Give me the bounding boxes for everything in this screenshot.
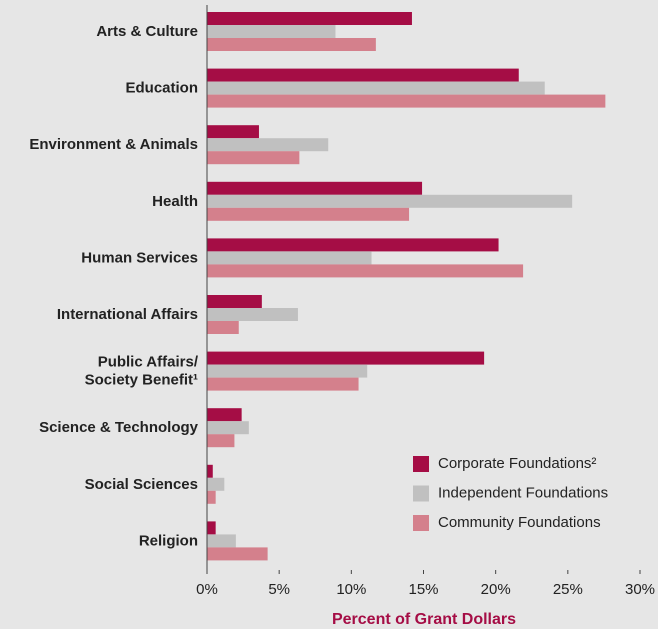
x-axis-label: Percent of Grant Dollars [332, 611, 516, 628]
bar [207, 321, 239, 334]
x-tick-label: 10% [336, 581, 366, 598]
bar [207, 377, 359, 391]
bar [207, 194, 573, 208]
x-tick-label: 20% [481, 581, 511, 598]
bar [207, 434, 235, 448]
bar [207, 238, 499, 252]
bar [207, 68, 519, 82]
x-tick-label: 30% [625, 581, 655, 598]
bar [207, 81, 545, 95]
bar [207, 38, 376, 51]
bar [207, 421, 249, 435]
bar [207, 364, 368, 378]
bar [207, 308, 298, 321]
y-tick-label: Science & Technology [39, 419, 199, 436]
x-tick-label: 15% [408, 581, 438, 598]
bar [207, 464, 213, 478]
bar [207, 547, 268, 561]
legend-swatch [413, 515, 429, 531]
bar [207, 534, 236, 548]
x-tick-label: 25% [553, 581, 583, 598]
bar [207, 138, 329, 152]
x-tick-label: 5% [268, 581, 290, 598]
y-tick-label: Public Affairs/Society Benefit¹ [85, 354, 199, 389]
bar [207, 12, 412, 25]
bar [207, 25, 336, 38]
legend-label: Community Foundations [438, 514, 601, 531]
y-tick-label: Religion [139, 532, 198, 549]
bar [207, 207, 410, 221]
bar [207, 251, 372, 265]
x-tick-label: 0% [196, 581, 218, 598]
bar [207, 181, 423, 195]
bar [207, 351, 485, 365]
bar [207, 264, 524, 278]
bar [207, 477, 225, 491]
bar [207, 125, 259, 139]
legend-label: Independent Foundations [438, 484, 608, 501]
bar [207, 490, 216, 504]
y-tick-label: Arts & Culture [96, 23, 198, 40]
y-tick-label: Health [152, 193, 198, 210]
bar [207, 521, 216, 535]
y-tick-label: International Affairs [57, 306, 198, 323]
legend-swatch [413, 456, 429, 472]
y-tick-label: Environment & Animals [29, 136, 198, 153]
bar [207, 151, 300, 165]
bar [207, 408, 242, 422]
legend-swatch [413, 485, 429, 502]
y-tick-label: Education [125, 80, 198, 97]
y-tick-label: Social Sciences [85, 476, 198, 493]
bar [207, 295, 262, 308]
y-tick-label: Human Services [81, 249, 198, 266]
legend-label: Corporate Foundations² [438, 455, 596, 472]
bar [207, 94, 606, 108]
